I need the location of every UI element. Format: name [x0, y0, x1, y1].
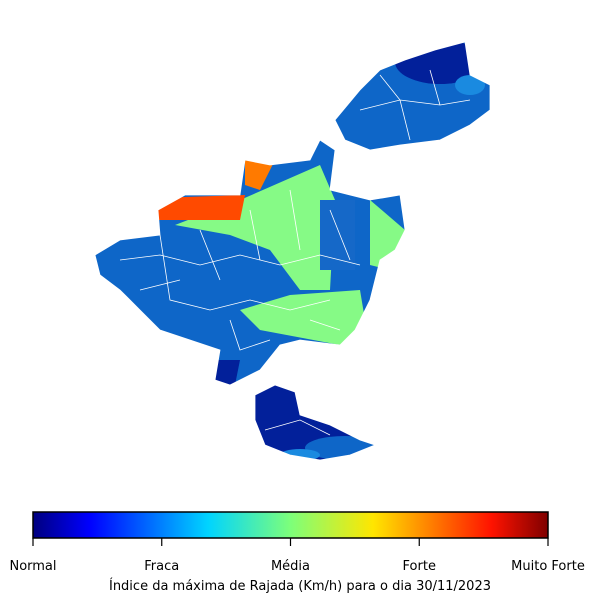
- colorbar-label: Fraca: [144, 559, 179, 574]
- colorbar-gradient: [32, 511, 549, 539]
- caption: Índice da máxima de Rajada (Km/h) para o…: [109, 578, 491, 594]
- map: [94, 41, 491, 461]
- region-main: [95, 140, 405, 385]
- colorbar-label: Muito Forte: [511, 559, 585, 574]
- colorbar-label: Média: [271, 559, 310, 574]
- colorbar-label: Normal: [9, 559, 56, 574]
- colorbar-ticks: Normal Fraca Média Forte Muito Forte: [9, 538, 585, 574]
- region-south: [255, 385, 375, 460]
- colorbar: Normal Fraca Média Forte Muito Forte: [9, 511, 585, 574]
- colorbar-label: Forte: [403, 559, 436, 574]
- region-northeast: [335, 42, 490, 150]
